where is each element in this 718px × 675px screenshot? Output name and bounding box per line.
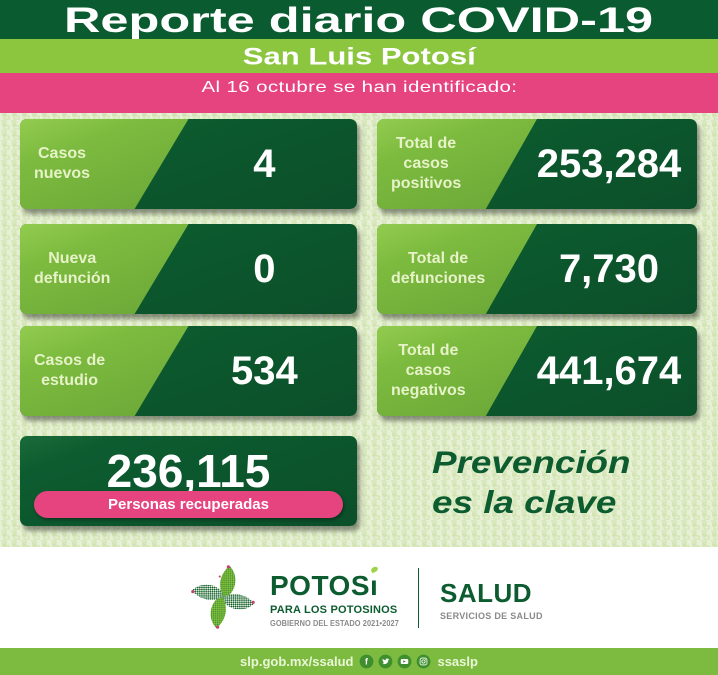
svg-text:f: f	[366, 657, 369, 667]
